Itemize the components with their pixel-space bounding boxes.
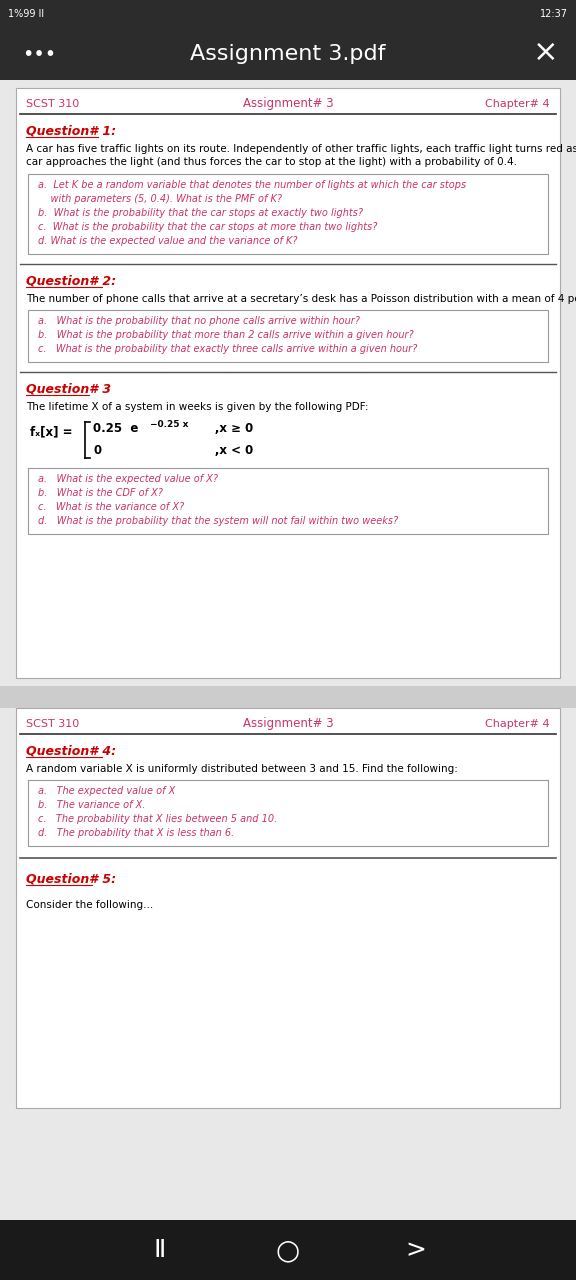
Text: b.   What is the CDF of X?: b. What is the CDF of X? bbox=[38, 488, 163, 498]
Text: •••: ••• bbox=[22, 45, 56, 64]
Text: b.   What is the probability that more than 2 calls arrive within a given hour?: b. What is the probability that more tha… bbox=[38, 330, 414, 340]
Text: Question# 4:: Question# 4: bbox=[26, 744, 116, 756]
Text: 12:37: 12:37 bbox=[540, 9, 568, 19]
Text: Assignment 3.pdf: Assignment 3.pdf bbox=[190, 44, 386, 64]
Text: a.   What is the expected value of X?: a. What is the expected value of X? bbox=[38, 474, 218, 484]
Text: Assignment# 3: Assignment# 3 bbox=[242, 97, 334, 110]
Text: Ⅱ: Ⅱ bbox=[154, 1238, 166, 1262]
Bar bbox=[28, 780, 548, 846]
Text: Assignment# 3: Assignment# 3 bbox=[242, 718, 334, 731]
Text: a.   What is the probability that no phone calls arrive within hour?: a. What is the probability that no phone… bbox=[38, 316, 360, 326]
Text: c.   What is the probability that exactly three calls arrive within a given hour: c. What is the probability that exactly … bbox=[38, 344, 417, 355]
Text: The number of phone calls that arrive at a secretary’s desk has a Poisson distri: The number of phone calls that arrive at… bbox=[26, 294, 576, 303]
Text: Question# 2:: Question# 2: bbox=[26, 274, 116, 287]
Text: SCST 310: SCST 310 bbox=[26, 99, 79, 109]
Text: ○: ○ bbox=[276, 1236, 300, 1265]
Text: c.   What is the variance of X?: c. What is the variance of X? bbox=[38, 502, 184, 512]
Text: Question# 1:: Question# 1: bbox=[26, 124, 116, 137]
Text: c.  What is the probability that the car stops at more than two lights?: c. What is the probability that the car … bbox=[38, 221, 377, 232]
Text: −0.25 x: −0.25 x bbox=[150, 420, 188, 429]
Text: Chapter# 4: Chapter# 4 bbox=[486, 719, 550, 730]
Text: A car has five traffic lights on its route. Independently of other traffic light: A car has five traffic lights on its rou… bbox=[26, 143, 576, 154]
Text: c.   The probability that X lies between 5 and 10.: c. The probability that X lies between 5… bbox=[38, 814, 277, 824]
Text: a.  Let K be a random variable that denotes the number of lights at which the ca: a. Let K be a random variable that denot… bbox=[38, 180, 466, 189]
Text: d.   The probability that X is less than 6.: d. The probability that X is less than 6… bbox=[38, 828, 234, 838]
Text: d.   What is the probability that the system will not fail within two weeks?: d. What is the probability that the syst… bbox=[38, 516, 398, 526]
Bar bbox=[0, 0, 576, 28]
Text: a.   The expected value of X: a. The expected value of X bbox=[38, 786, 175, 796]
Text: 0.25  e: 0.25 e bbox=[93, 422, 138, 435]
Text: ,x ≥ 0: ,x ≥ 0 bbox=[190, 422, 253, 435]
Bar bbox=[28, 468, 548, 534]
Text: Consider the following...: Consider the following... bbox=[26, 900, 153, 910]
Text: b.  What is the probability that the car stops at exactly two lights?: b. What is the probability that the car … bbox=[38, 207, 363, 218]
Bar bbox=[0, 28, 576, 79]
Text: The lifetime X of a system in weeks is given by the following PDF:: The lifetime X of a system in weeks is g… bbox=[26, 402, 369, 412]
Text: b.   The variance of X.: b. The variance of X. bbox=[38, 800, 145, 810]
Text: with parameters (5, 0.4). What is the PMF of K?: with parameters (5, 0.4). What is the PM… bbox=[38, 195, 282, 204]
Text: Question# 5:: Question# 5: bbox=[26, 872, 116, 884]
Bar bbox=[16, 88, 560, 678]
Text: fₓ[x] =: fₓ[x] = bbox=[30, 425, 73, 439]
Text: ,x < 0: ,x < 0 bbox=[190, 444, 253, 457]
Bar bbox=[0, 1220, 576, 1280]
Text: ×: × bbox=[532, 37, 558, 67]
Bar bbox=[28, 310, 548, 362]
Text: 1%99 ll: 1%99 ll bbox=[8, 9, 44, 19]
Text: 0: 0 bbox=[93, 444, 101, 457]
Text: >: > bbox=[406, 1238, 426, 1262]
Bar bbox=[0, 686, 576, 708]
Text: A random variable X is uniformly distributed between 3 and 15. Find the followin: A random variable X is uniformly distrib… bbox=[26, 764, 458, 774]
Text: car approaches the light (and thus forces the car to stop at the light) with a p: car approaches the light (and thus force… bbox=[26, 157, 517, 166]
Text: SCST 310: SCST 310 bbox=[26, 719, 79, 730]
Bar bbox=[28, 174, 548, 253]
Text: d. What is the expected value and the variance of K?: d. What is the expected value and the va… bbox=[38, 236, 297, 246]
Text: Question# 3: Question# 3 bbox=[26, 381, 111, 396]
Text: Chapter# 4: Chapter# 4 bbox=[486, 99, 550, 109]
Bar bbox=[16, 708, 560, 1108]
